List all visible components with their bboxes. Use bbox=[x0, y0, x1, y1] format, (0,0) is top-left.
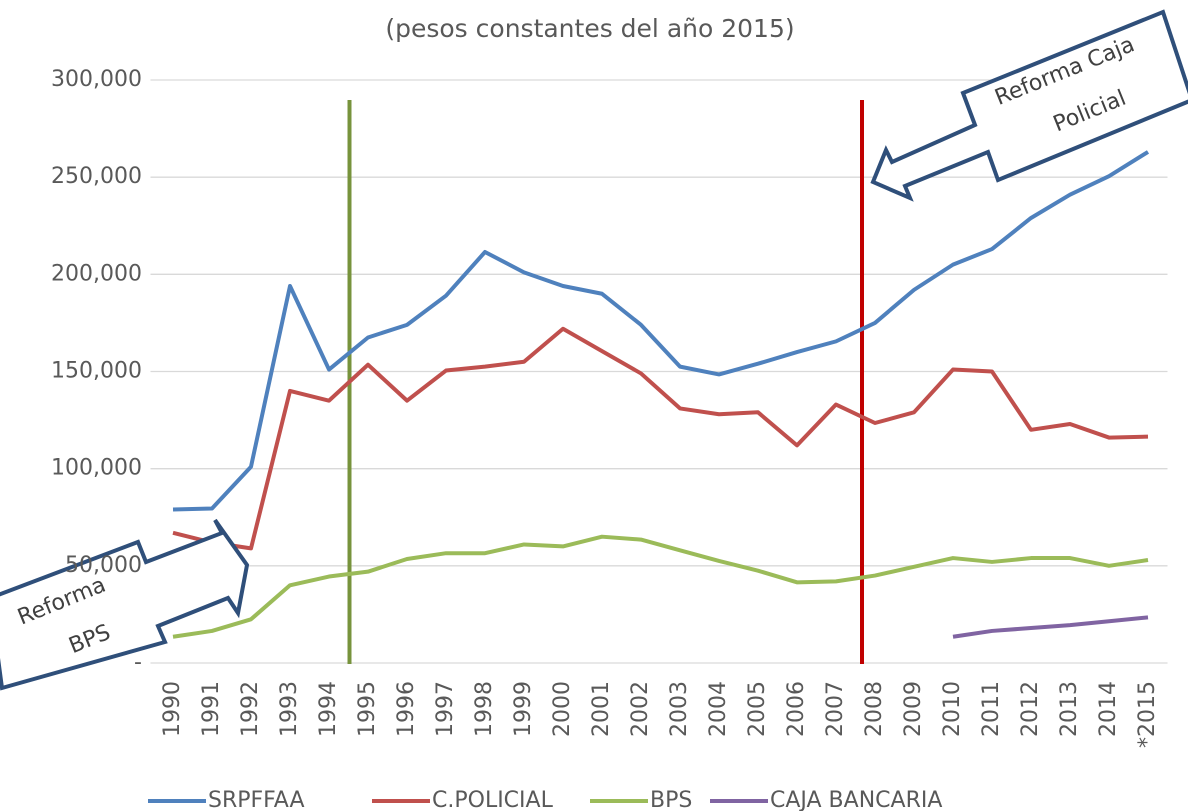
x-tick-label: 1999 bbox=[511, 681, 536, 737]
x-tick-label: 2002 bbox=[628, 681, 653, 737]
legend-label: SRPFFAA bbox=[208, 788, 305, 811]
x-tick-label: 1997 bbox=[433, 681, 458, 737]
series-lines bbox=[172, 150, 1150, 639]
callout: Reforma Caja Policial bbox=[870, 9, 1188, 202]
series-line bbox=[172, 150, 1150, 512]
x-tick-label: 1993 bbox=[277, 681, 302, 737]
series-line bbox=[952, 615, 1149, 639]
x-tick-label: 2000 bbox=[550, 681, 575, 737]
y-tick-label: 300,000 bbox=[51, 67, 142, 92]
y-tick-label: - bbox=[134, 650, 142, 675]
x-tick-label: 1990 bbox=[160, 681, 185, 737]
legend-label: C.POLICIAL bbox=[432, 788, 554, 811]
x-tick-label: 2012 bbox=[1018, 681, 1043, 737]
x-tick-label: 2014 bbox=[1096, 681, 1121, 737]
legend-label: CAJA BANCARIA bbox=[770, 788, 942, 811]
x-tick-label: 2003 bbox=[667, 681, 692, 737]
grid bbox=[150, 79, 1168, 664]
x-tick-label: 2001 bbox=[589, 681, 614, 737]
x-tick-label: 2007 bbox=[823, 681, 848, 737]
callout-shape bbox=[0, 518, 250, 691]
y-tick-label: 200,000 bbox=[51, 261, 142, 286]
y-tick-label: 250,000 bbox=[51, 164, 142, 189]
x-tick-label: 2005 bbox=[745, 681, 770, 737]
y-tick-label: 150,000 bbox=[51, 359, 142, 384]
x-tick-label: 2013 bbox=[1057, 681, 1082, 737]
x-tick-label: 1996 bbox=[394, 681, 419, 737]
x-tick-label: 1991 bbox=[199, 681, 224, 737]
series-line bbox=[172, 534, 1149, 639]
callout-shape bbox=[870, 9, 1188, 202]
y-tick-label: 50,000 bbox=[65, 553, 142, 578]
series-line bbox=[172, 326, 1149, 551]
x-tick-label: 2004 bbox=[706, 681, 731, 737]
y-tick-label: 100,000 bbox=[51, 456, 142, 481]
x-tick-label: 2010 bbox=[940, 681, 965, 737]
x-tick-label: 2008 bbox=[862, 681, 887, 737]
x-tick-label: 2009 bbox=[901, 681, 926, 737]
x-tick-label: 1994 bbox=[316, 681, 341, 737]
x-tick-label: *2015 bbox=[1135, 681, 1160, 748]
callout: Reforma BPS bbox=[0, 518, 250, 691]
x-tick-label: 1992 bbox=[238, 681, 263, 737]
chart-title: (pesos constantes del año 2015) bbox=[385, 14, 794, 43]
x-tick-label: 2011 bbox=[979, 681, 1004, 737]
x-tick-label: 2006 bbox=[784, 681, 809, 737]
legend-label: BPS bbox=[650, 788, 692, 811]
x-tick-label: 1998 bbox=[472, 681, 497, 737]
x-tick-label: 1995 bbox=[355, 681, 380, 737]
